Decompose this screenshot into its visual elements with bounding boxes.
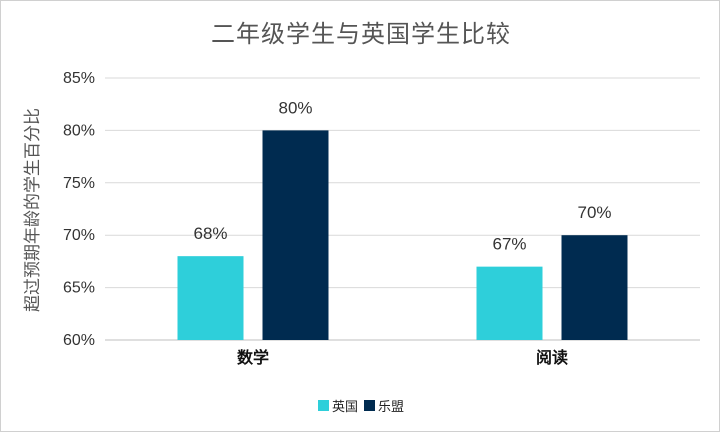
x-category-label: 数学 (237, 348, 269, 367)
y-tick-label: 60% (63, 332, 95, 349)
bar-lemeng (262, 130, 329, 340)
legend: 英国 乐盟 (0, 396, 722, 415)
legend-swatch-uk (317, 400, 329, 411)
data-label: 70% (577, 203, 611, 222)
legend-item-lemeng: 乐盟 (364, 396, 404, 415)
chart-title: 二年级学生与英国学生比较 (211, 20, 511, 48)
bar-uk (476, 266, 543, 340)
y-tick-label: 80% (63, 122, 95, 139)
bar-lemeng (561, 235, 628, 340)
bar-uk (177, 256, 244, 340)
legend-label-lemeng: 乐盟 (378, 400, 405, 415)
data-label: 67% (492, 235, 526, 254)
y-tick-label: 85% (63, 70, 95, 87)
legend-label-uk: 英国 (331, 400, 358, 415)
legend-swatch-lemeng (364, 400, 375, 411)
data-label: 68% (193, 224, 227, 243)
data-label: 80% (278, 98, 312, 117)
x-category-label: 阅读 (536, 348, 568, 367)
y-tick-label: 75% (63, 175, 95, 192)
y-tick-label: 70% (63, 227, 95, 244)
y-tick-label: 65% (63, 280, 95, 297)
legend-item-uk: 英国 (317, 396, 358, 415)
